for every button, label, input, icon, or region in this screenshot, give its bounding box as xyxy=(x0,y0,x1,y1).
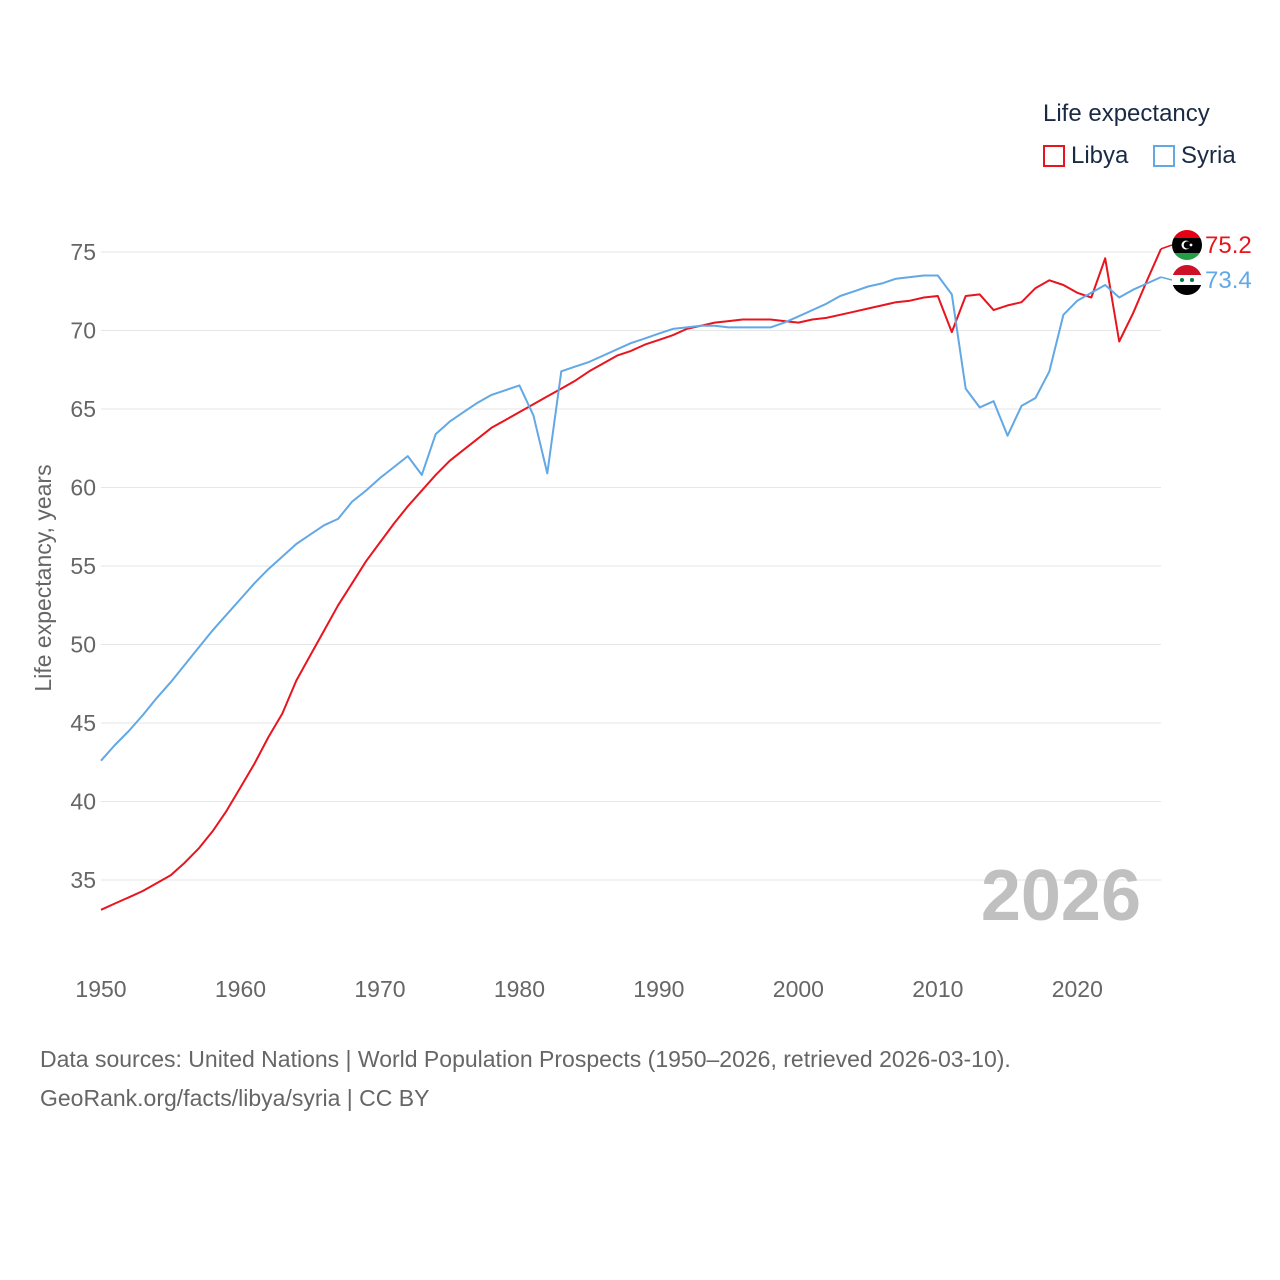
series-lines xyxy=(100,248,1162,911)
x-tick-label: 1950 xyxy=(75,976,126,1002)
year-watermark: 2026 xyxy=(981,856,1141,936)
x-tick-label: 1990 xyxy=(633,976,684,1002)
y-tick-label: 40 xyxy=(70,789,96,815)
y-axis-ticks: 35 40 45 50 55 60 65 70 75 xyxy=(70,239,96,893)
legend-item-syria[interactable]: Syria xyxy=(1153,142,1236,170)
end-label-libya: 75.2 xyxy=(1205,232,1252,259)
syria-flag-icon xyxy=(1172,265,1202,295)
end-label-connector-libya xyxy=(1160,244,1173,250)
y-tick-label: 65 xyxy=(70,396,96,422)
x-tick-label: 1980 xyxy=(494,976,545,1002)
y-tick-label: 35 xyxy=(70,867,96,893)
legend-swatch-libya xyxy=(1043,145,1065,167)
legend-item-libya[interactable]: Libya xyxy=(1043,142,1128,170)
x-axis-ticks: 1950 1960 1970 1980 1990 2000 2010 2020 xyxy=(75,976,1102,1002)
y-tick-label: 75 xyxy=(70,239,96,265)
y-axis-label: Life expectancy, years xyxy=(30,464,56,691)
series-line-libya[interactable] xyxy=(100,248,1162,911)
y-tick-label: 45 xyxy=(70,710,96,736)
x-tick-label: 2000 xyxy=(773,976,824,1002)
x-tick-label: 1970 xyxy=(354,976,405,1002)
end-label-connector-syria xyxy=(1160,276,1173,281)
end-labels: 75.2 73.4 xyxy=(1160,230,1252,295)
legend-label-libya: Libya xyxy=(1071,142,1129,169)
source-line-2[interactable]: GeoRank.org/facts/libya/syria | CC BY xyxy=(40,1085,430,1111)
legend-label-syria: Syria xyxy=(1181,142,1236,169)
legend-swatch-syria xyxy=(1153,145,1175,167)
legend-title: Life expectancy xyxy=(1043,100,1210,127)
y-tick-label: 50 xyxy=(70,632,96,658)
y-tick-label: 70 xyxy=(70,318,96,344)
end-label-syria: 73.4 xyxy=(1205,267,1252,294)
x-tick-label: 2020 xyxy=(1052,976,1103,1002)
y-tick-label: 60 xyxy=(70,475,96,501)
grid-lines xyxy=(101,251,1161,881)
x-tick-label: 2010 xyxy=(912,976,963,1002)
y-tick-label: 55 xyxy=(70,553,96,579)
source-line-1: Data sources: United Nations | World Pop… xyxy=(40,1046,1011,1072)
x-tick-label: 1960 xyxy=(215,976,266,1002)
series-line-syria[interactable] xyxy=(100,274,1162,762)
libya-flag-icon xyxy=(1172,230,1202,260)
